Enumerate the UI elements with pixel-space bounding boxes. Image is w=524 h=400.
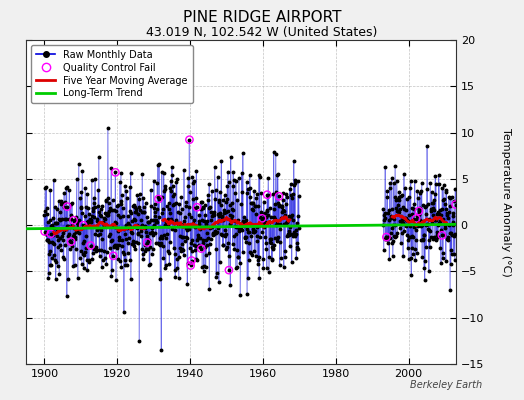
Point <box>47 230 55 237</box>
Point <box>197 246 205 252</box>
Point <box>225 267 233 273</box>
Point <box>188 257 196 264</box>
Point <box>40 228 49 235</box>
Point <box>86 242 95 249</box>
Point <box>63 204 71 210</box>
Text: 43.019 N, 102.542 W (United States): 43.019 N, 102.542 W (United States) <box>146 26 378 39</box>
Point <box>111 169 119 176</box>
Y-axis label: Temperature Anomaly (°C): Temperature Anomaly (°C) <box>501 128 511 276</box>
Point <box>382 234 390 240</box>
Point <box>69 217 78 224</box>
Point <box>193 204 201 210</box>
Point <box>438 232 446 238</box>
Point <box>185 136 194 143</box>
Text: PINE RIDGE AIRPORT: PINE RIDGE AIRPORT <box>183 10 341 25</box>
Point <box>154 196 162 202</box>
Point <box>263 192 271 198</box>
Point <box>187 262 195 269</box>
Point <box>275 193 283 200</box>
Point <box>258 215 266 222</box>
Point <box>412 215 420 222</box>
Point <box>143 239 151 246</box>
Point <box>109 253 117 259</box>
Point <box>414 208 423 214</box>
Legend: Raw Monthly Data, Quality Control Fail, Five Year Moving Average, Long-Term Tren: Raw Monthly Data, Quality Control Fail, … <box>31 45 192 103</box>
Point <box>79 222 88 228</box>
Point <box>67 238 75 245</box>
Text: Berkeley Earth: Berkeley Earth <box>410 380 482 390</box>
Point <box>451 201 460 208</box>
